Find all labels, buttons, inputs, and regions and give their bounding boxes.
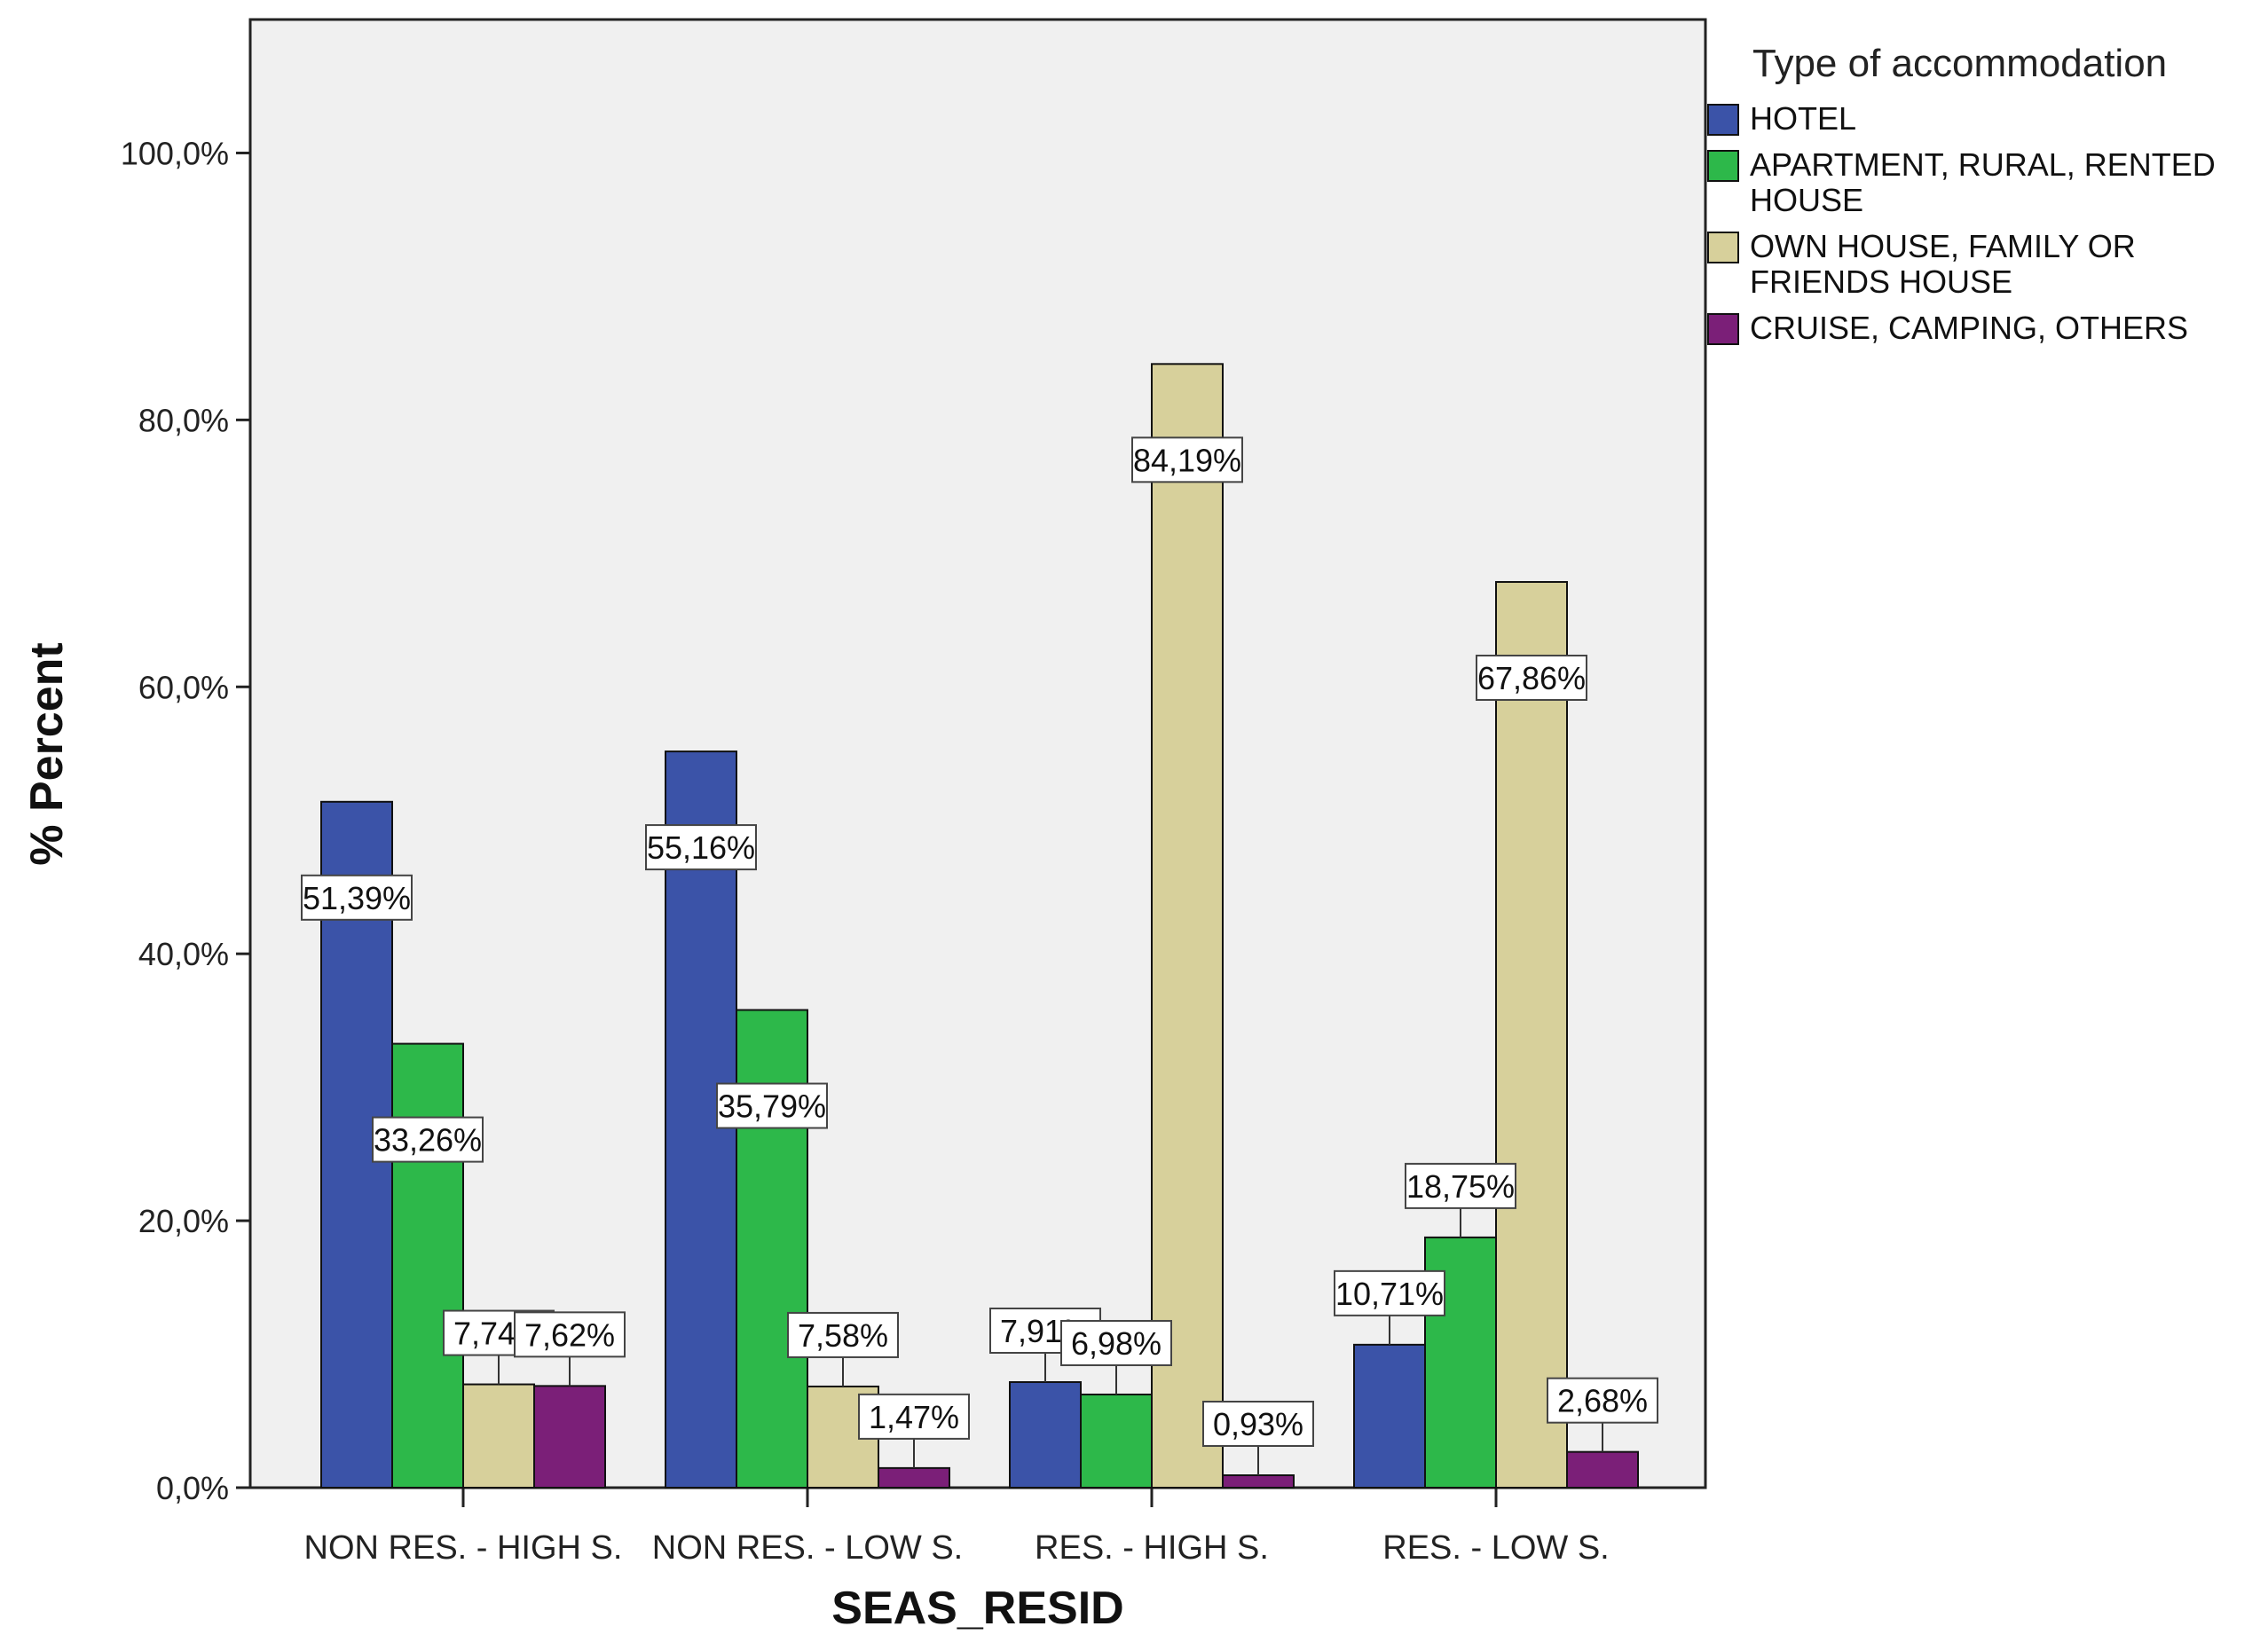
legend-swatch-1 xyxy=(1707,150,1739,182)
data-label-box xyxy=(1405,1162,1516,1209)
legend-label-2: FRIENDS HOUSE xyxy=(1750,263,2012,300)
data-label-3-1: 1,47% xyxy=(869,1399,959,1435)
bar-3-2 xyxy=(1222,1474,1295,1489)
legend-swatch-0 xyxy=(1707,104,1739,136)
data-label-0-3: 10,71% xyxy=(1335,1276,1444,1312)
x-axis-title: SEAS_RESID xyxy=(831,1583,1123,1634)
legend: Type of accommodation HOTEL APARTMENT, RU… xyxy=(1707,42,2216,346)
y-tick-label: 100,0% xyxy=(121,135,229,171)
data-label-0-0: 51,39% xyxy=(303,880,411,916)
bar-2-0 xyxy=(462,1383,535,1489)
data-label-box xyxy=(787,1311,899,1358)
bar-1-1 xyxy=(736,1009,808,1489)
data-label-2-3: 67,86% xyxy=(1477,660,1586,696)
data-label-2-1: 7,58% xyxy=(798,1317,888,1354)
x-category-label: NON RES. - HIGH S. xyxy=(304,1529,623,1567)
data-label-box xyxy=(1060,1319,1172,1366)
bar-1-2 xyxy=(1080,1393,1153,1489)
legend-swatch-2 xyxy=(1707,232,1739,263)
bar-0-2 xyxy=(1009,1380,1082,1489)
data-label-3-2: 0,93% xyxy=(1213,1406,1303,1442)
data-label-1-1: 35,79% xyxy=(718,1088,826,1125)
y-tick-label: 80,0% xyxy=(138,402,229,438)
y-tick-label: 20,0% xyxy=(138,1203,229,1239)
legend-label-1: APARTMENT, RURAL, RENTED xyxy=(1750,146,2216,183)
bar-3-3 xyxy=(1566,1450,1639,1489)
data-label-3-0: 7,62% xyxy=(524,1316,615,1353)
y-axis-title: % Percent xyxy=(21,642,73,865)
data-label-box xyxy=(1547,1377,1658,1424)
bar-0-3 xyxy=(1353,1343,1426,1489)
y-tick-label: 0,0% xyxy=(156,1470,229,1506)
y-tick-label: 40,0% xyxy=(138,936,229,972)
data-label-box xyxy=(645,824,757,871)
y-tick-label: 60,0% xyxy=(138,669,229,705)
data-label-box xyxy=(301,874,413,921)
data-label-1-0: 33,26% xyxy=(374,1122,482,1159)
legend-label-2: OWN HOUSE, FAMILY OR xyxy=(1750,228,2136,264)
data-label-1-2: 6,98% xyxy=(1071,1325,1162,1362)
legend-label-1: HOUSE xyxy=(1750,182,1863,218)
bar-3-1 xyxy=(878,1466,950,1489)
data-label-box xyxy=(1131,436,1243,483)
data-label-box xyxy=(716,1082,828,1129)
data-label-box xyxy=(1476,655,1587,702)
legend-label-0: HOTEL xyxy=(1750,100,1856,137)
legend-label-3: CRUISE, CAMPING, OTHERS xyxy=(1750,310,2188,346)
data-label-2-2: 84,19% xyxy=(1133,442,1241,478)
data-label-0-1: 55,16% xyxy=(647,829,755,866)
legend-swatch-3 xyxy=(1707,313,1739,345)
x-category-label: RES. - HIGH S. xyxy=(1035,1529,1269,1567)
data-label-box xyxy=(858,1393,970,1440)
y-axis: 0,0% 20,0% 40,0% 60,0% 80,0% 100,0% xyxy=(121,135,250,1506)
x-category-label: RES. - LOW S. xyxy=(1382,1529,1609,1567)
bar-1-0 xyxy=(391,1042,464,1489)
legend-title: Type of accommodation xyxy=(1752,42,2167,85)
data-label-box xyxy=(1334,1269,1445,1316)
bar-3-0 xyxy=(533,1385,606,1489)
data-labels-group: 51,39%33,26%7,74%7,62%55,16%35,79%7,58%1… xyxy=(301,436,1658,1476)
data-label-box xyxy=(1202,1401,1314,1448)
data-label-box xyxy=(372,1116,484,1163)
x-category-label: NON RES. - LOW S. xyxy=(652,1529,963,1567)
data-label-box xyxy=(514,1311,626,1358)
data-label-1-3: 18,75% xyxy=(1406,1168,1515,1205)
bar-2-3 xyxy=(1495,581,1568,1489)
x-axis: NON RES. - HIGH S. NON RES. - LOW S. RES. … xyxy=(304,1488,1610,1567)
data-label-3-3: 2,68% xyxy=(1557,1383,1648,1419)
bar-2-2 xyxy=(1151,363,1224,1489)
